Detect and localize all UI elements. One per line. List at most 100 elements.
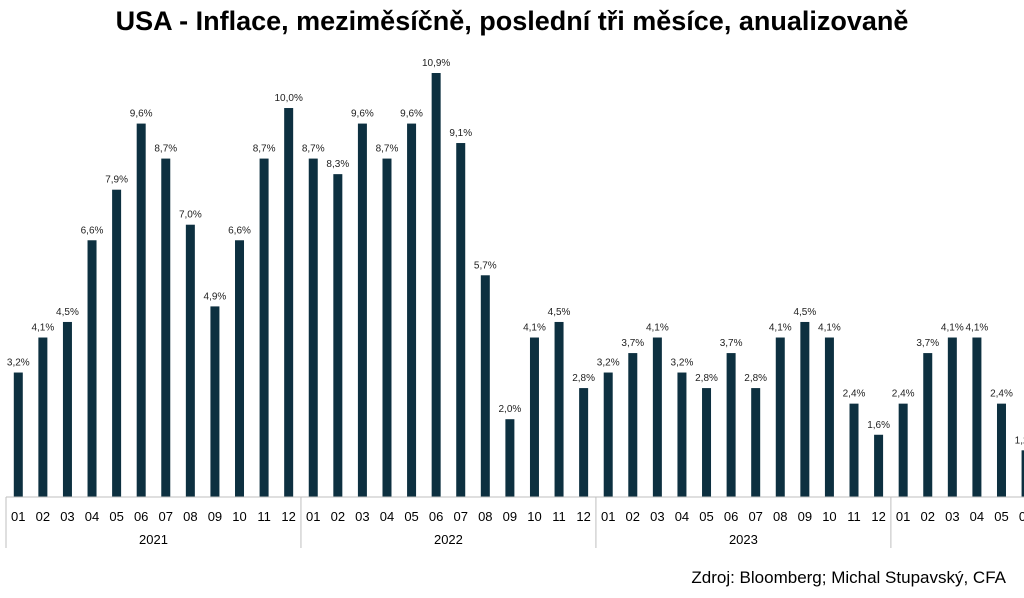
- data-label: 8,3%: [326, 159, 349, 170]
- bar: [751, 388, 761, 497]
- bar: [677, 372, 687, 497]
- bar: [849, 403, 859, 497]
- bar: [874, 434, 884, 497]
- x-tick-label: 03: [60, 509, 74, 524]
- x-tick-label: 10: [527, 509, 541, 524]
- x-year-label: 2022: [434, 532, 463, 547]
- x-tick-label: 09: [503, 509, 517, 524]
- x-tick-label: 09: [798, 509, 812, 524]
- bar: [456, 143, 466, 497]
- x-tick-label: 04: [675, 509, 689, 524]
- bar: [259, 158, 269, 497]
- data-label: 2,4%: [843, 389, 866, 400]
- bar: [112, 189, 122, 497]
- x-tick-label: 03: [945, 509, 959, 524]
- x-tick-label: 05: [699, 509, 713, 524]
- x-tick-label: 08: [183, 509, 197, 524]
- data-label: 6,6%: [228, 225, 251, 236]
- bar: [726, 353, 736, 497]
- x-tick-label: 07: [159, 509, 173, 524]
- data-label: 3,7%: [621, 338, 644, 349]
- data-label: 4,1%: [769, 323, 792, 334]
- data-label: 4,9%: [204, 291, 227, 302]
- x-year-label: 2021: [139, 532, 168, 547]
- data-label: 2,8%: [744, 373, 767, 384]
- data-label: 10,0%: [274, 93, 302, 104]
- bar: [972, 337, 982, 497]
- data-label: 4,5%: [56, 307, 79, 318]
- data-label: 2,4%: [990, 389, 1013, 400]
- x-tick-label: 07: [748, 509, 762, 524]
- x-tick-label: 11: [552, 509, 566, 524]
- x-tick-label: 10: [822, 509, 836, 524]
- data-label: 3,2%: [671, 358, 694, 369]
- bar: [357, 123, 367, 497]
- data-label: 4,1%: [941, 323, 964, 334]
- bar: [407, 123, 417, 497]
- data-label: 2,8%: [695, 373, 718, 384]
- data-label: 1,6%: [867, 420, 890, 431]
- bar: [38, 337, 48, 497]
- bar: [702, 388, 712, 497]
- data-label: 4,1%: [646, 323, 669, 334]
- bar: [161, 158, 171, 497]
- data-label: 3,7%: [720, 338, 743, 349]
- bar: [87, 240, 97, 497]
- x-tick-label: 03: [650, 509, 664, 524]
- bar: [333, 174, 343, 497]
- data-label: 4,1%: [966, 323, 989, 334]
- data-label: 9,6%: [130, 109, 153, 120]
- bar: [1021, 450, 1024, 497]
- data-label: 6,6%: [81, 225, 104, 236]
- x-tick-label: 05: [994, 509, 1008, 524]
- x-tick-label: 11: [257, 509, 271, 524]
- chart-title: USA - Inflace, meziměsíčně, poslední tři…: [115, 6, 909, 36]
- x-tick-label: 12: [576, 509, 590, 524]
- bar: [210, 306, 220, 497]
- bar: [480, 275, 490, 497]
- bar: [603, 372, 613, 497]
- bar: [800, 321, 810, 497]
- x-tick-label: 01: [306, 509, 320, 524]
- x-year-label: 2023: [729, 532, 758, 547]
- data-label: 3,2%: [7, 358, 30, 369]
- bar: [136, 123, 146, 497]
- bar: [62, 321, 72, 497]
- data-label: 9,6%: [351, 109, 374, 120]
- bars-group: [13, 73, 1024, 498]
- data-label: 8,7%: [253, 144, 276, 155]
- bar: [284, 108, 294, 498]
- x-tick-label: 06: [134, 509, 148, 524]
- bar: [579, 388, 589, 497]
- x-tick-label: 12: [281, 509, 295, 524]
- x-tick-label: 04: [85, 509, 99, 524]
- bar: [628, 353, 638, 497]
- x-tick-label: 04: [380, 509, 394, 524]
- x-tick-label: 06: [429, 509, 443, 524]
- bar: [308, 158, 318, 497]
- data-label: 10,9%: [422, 58, 450, 69]
- x-tick-label: 09: [208, 509, 222, 524]
- bar: [382, 158, 392, 497]
- bar: [13, 372, 23, 497]
- x-tick-label: 04: [970, 509, 984, 524]
- x-tick-label: 06: [1019, 509, 1024, 524]
- x-tick-label: 02: [36, 509, 50, 524]
- data-label: 4,5%: [548, 307, 571, 318]
- x-tick-label: 02: [921, 509, 935, 524]
- bar: [898, 403, 908, 497]
- data-label: 2,4%: [892, 389, 915, 400]
- data-label: 4,1%: [523, 323, 546, 334]
- x-tick-label: 08: [773, 509, 787, 524]
- x-tick-label: 01: [11, 509, 25, 524]
- bar: [923, 353, 933, 497]
- bar: [775, 337, 785, 497]
- x-axis: 01 02 03 04 05 06 07 08 09 10 11 12 01 02 03 04 05 06 07 08…: [5, 496, 1024, 548]
- bar: [824, 337, 834, 497]
- bar: [554, 321, 564, 497]
- x-tick-label: 08: [478, 509, 492, 524]
- data-label: 4,5%: [793, 307, 816, 318]
- data-label: 3,2%: [597, 358, 620, 369]
- data-label: 9,6%: [400, 109, 423, 120]
